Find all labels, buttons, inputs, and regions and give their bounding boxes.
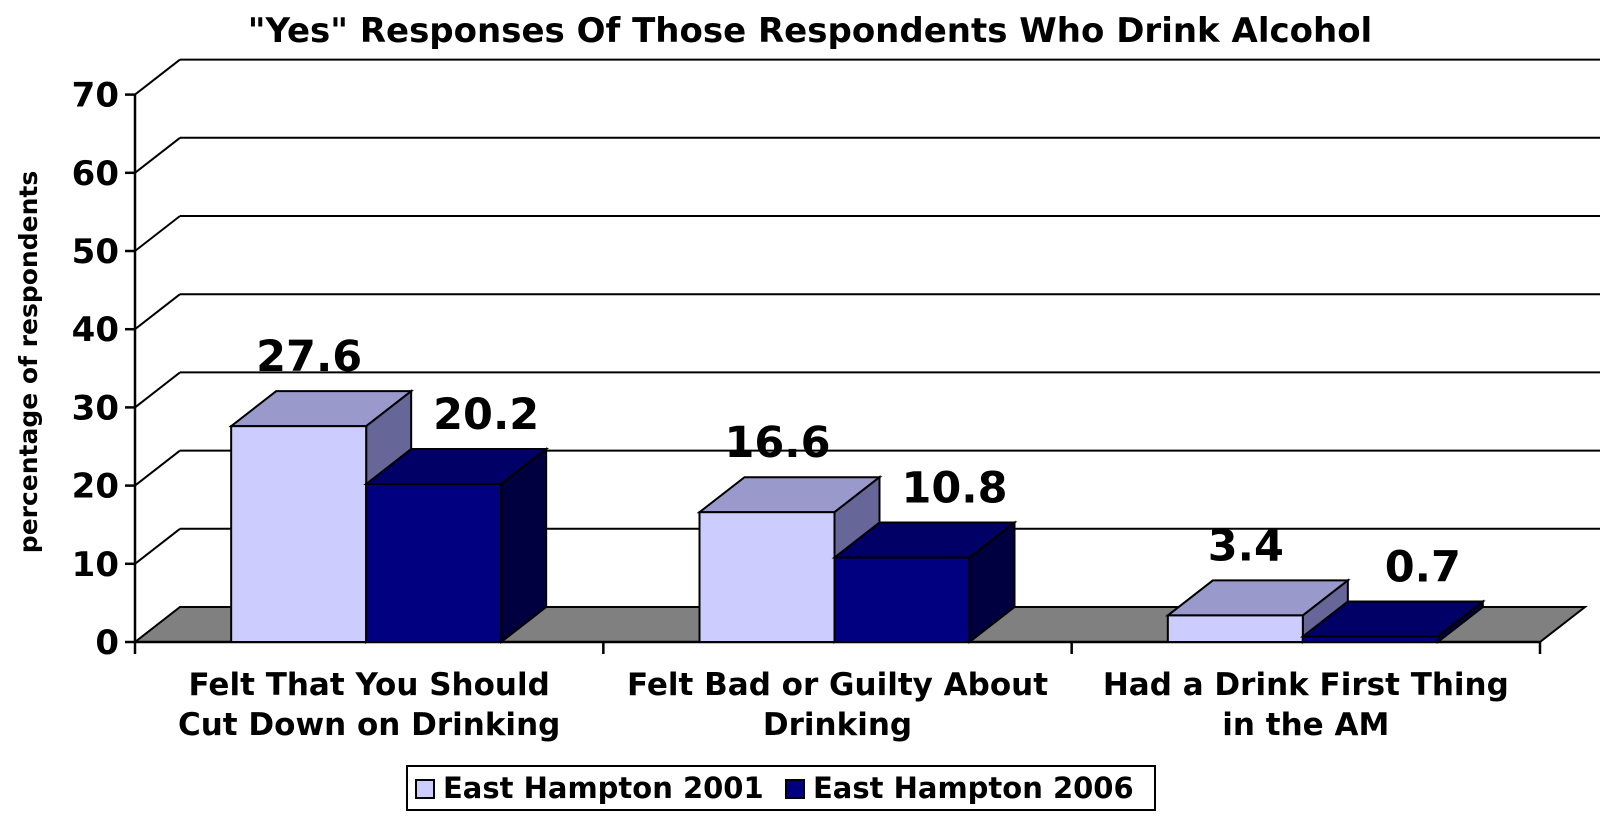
legend-label: East Hampton 2001 bbox=[443, 771, 764, 805]
gridline-side bbox=[134, 215, 181, 252]
chart-title: "Yes" Responses Of Those Respondents Who… bbox=[248, 11, 1372, 51]
legend-label: East Hampton 2006 bbox=[813, 771, 1134, 805]
bar bbox=[833, 556, 971, 644]
y-tick-label: 0 bbox=[95, 623, 119, 663]
bar bbox=[1166, 614, 1304, 643]
gridline-side bbox=[134, 449, 181, 487]
gridline-side bbox=[134, 137, 181, 174]
data-label: 27.6 bbox=[256, 332, 362, 382]
bar-side bbox=[500, 446, 548, 645]
data-label: 0.7 bbox=[1385, 543, 1461, 593]
x-category-label: Felt That You Should Cut Down on Drinking bbox=[178, 667, 560, 743]
gridline-side bbox=[134, 58, 181, 96]
gridline-side bbox=[134, 293, 181, 330]
legend-box bbox=[406, 765, 1156, 811]
bar bbox=[1301, 635, 1439, 644]
y-tick-label: 70 bbox=[72, 76, 119, 116]
x-category-label: Had a Drink First Thing in the AM bbox=[1103, 667, 1509, 743]
x-category-label: Felt Bad or Guilty About Drinking bbox=[627, 667, 1048, 743]
gridline-side bbox=[134, 371, 181, 409]
y-axis-label: percentage of respondents bbox=[14, 171, 43, 553]
axes: 0 10 20 30 40 50 60 70 Felt That You Should Cut D… bbox=[72, 76, 1542, 743]
y-tick-label: 20 bbox=[72, 467, 119, 507]
data-label: 3.4 bbox=[1208, 521, 1284, 571]
data-label: 16.6 bbox=[724, 418, 830, 468]
bar bbox=[365, 483, 503, 644]
y-tick-label: 50 bbox=[72, 232, 119, 272]
y-tick-label: 10 bbox=[72, 545, 119, 585]
legend-swatch bbox=[785, 779, 805, 799]
bar bbox=[230, 425, 368, 643]
legend: East Hampton 2001 East Hampton 2006 bbox=[406, 765, 1156, 811]
data-label: 20.2 bbox=[433, 390, 539, 440]
y-tick-label: 60 bbox=[72, 154, 119, 194]
bars bbox=[228, 389, 1486, 645]
y-tick-label: 40 bbox=[72, 310, 119, 350]
gridline-side bbox=[134, 528, 181, 565]
bar bbox=[698, 511, 836, 643]
data-label: 10.8 bbox=[901, 464, 1007, 514]
legend-swatch bbox=[415, 779, 435, 799]
data-labels: 27.6 20.2 16.6 10.8 3.4 0.7 bbox=[256, 332, 1461, 592]
y-tick-label: 30 bbox=[72, 388, 119, 428]
